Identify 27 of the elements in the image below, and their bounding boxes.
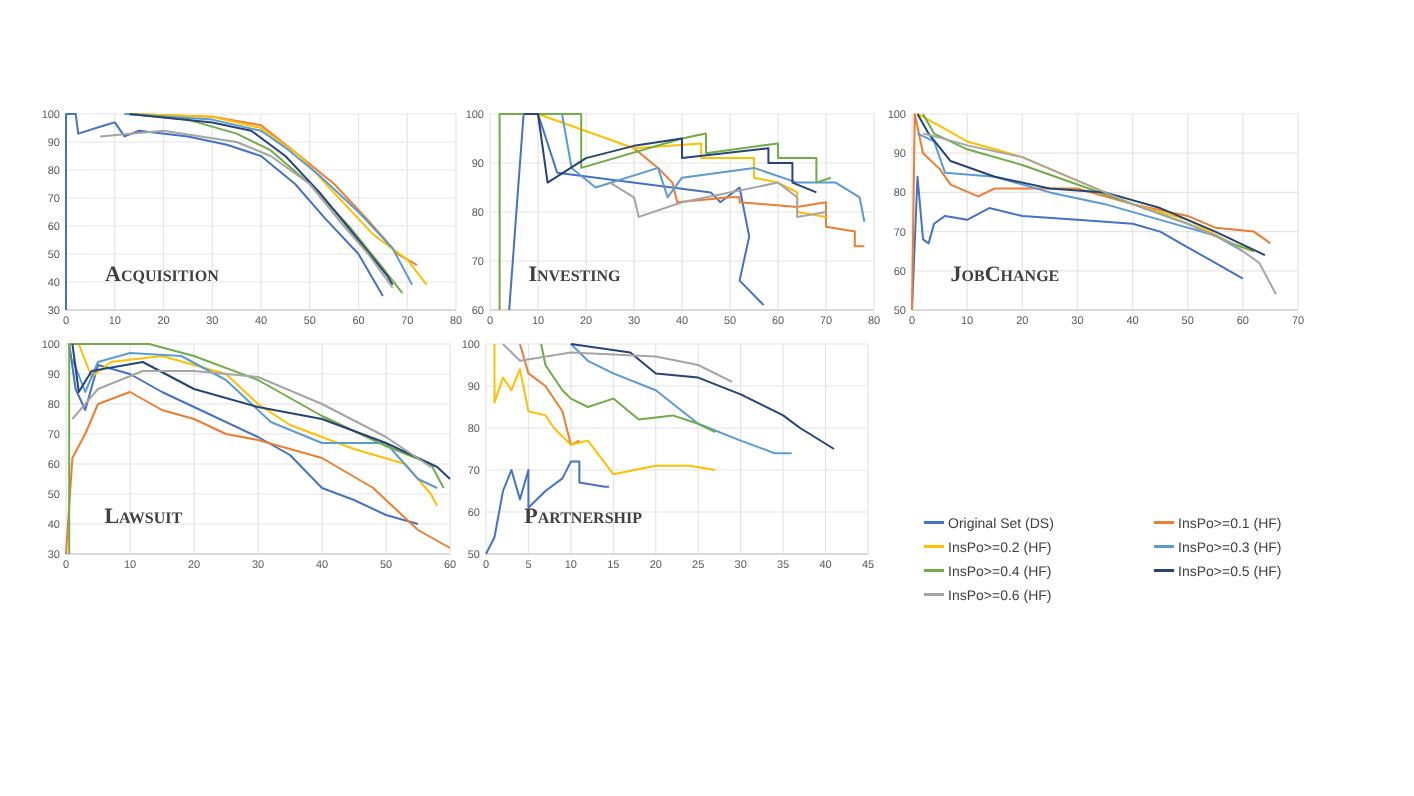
line-series (501, 343, 734, 383)
text: Partnership (524, 504, 643, 529)
line-series (498, 113, 832, 311)
line-series (68, 343, 445, 555)
text: Acquisition (105, 262, 220, 287)
line-series (508, 113, 765, 311)
line-series (518, 343, 581, 446)
line-series (537, 113, 827, 218)
line-series (916, 132, 1244, 253)
line-series (65, 391, 451, 555)
line-series (522, 113, 818, 194)
line-series (561, 113, 866, 223)
line-series (540, 343, 717, 434)
line-series (609, 181, 827, 218)
line-series (922, 132, 1277, 296)
line-series (65, 113, 384, 311)
text: JobChange (950, 262, 1060, 287)
line-series (77, 343, 439, 507)
line-series (569, 343, 793, 455)
line-series (68, 343, 419, 525)
text: Investing (528, 262, 621, 287)
line-series (99, 129, 394, 289)
text: Lawsuit (104, 504, 184, 529)
line-series (633, 147, 866, 248)
line-series (71, 370, 432, 468)
line-series (569, 343, 836, 450)
line-series (493, 343, 717, 476)
